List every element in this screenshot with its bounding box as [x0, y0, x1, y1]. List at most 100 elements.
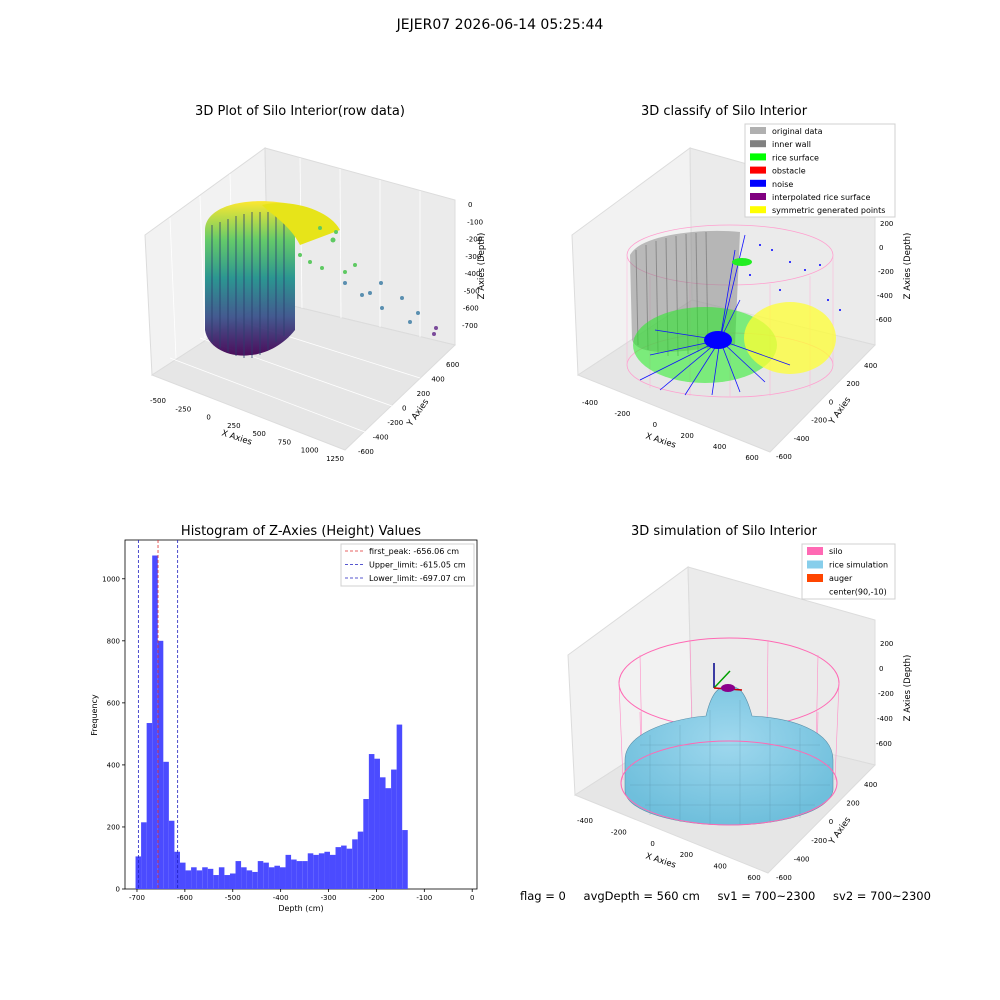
- panel2-z-tick: 0: [879, 244, 883, 252]
- panel1-title: 3D Plot of Silo Interior(row data): [195, 104, 405, 119]
- panel2-noise-scatter: [749, 244, 841, 311]
- status-sv2: sv2 = 700~2300: [833, 889, 931, 903]
- panel1-x-tick: 0: [206, 414, 210, 422]
- histogram-y-tick-label: 600: [107, 699, 120, 707]
- histogram-bar: [274, 865, 280, 889]
- histogram-bar: [363, 799, 369, 889]
- histogram-bar: [241, 867, 247, 889]
- histogram-x-tick-label: -100: [416, 894, 432, 902]
- histogram-bar: [246, 870, 253, 889]
- panel4-xlabel: X Axies: [644, 851, 677, 870]
- panel1-z-tick: -200: [466, 236, 482, 244]
- panel1-y-tick: 0: [402, 405, 406, 413]
- panel2-xlabel: X Axies: [644, 431, 677, 450]
- histogram-bar: [341, 845, 347, 889]
- panel1-x-tick: 500: [252, 430, 265, 438]
- histogram-bar: [207, 868, 214, 889]
- histogram-bar: [174, 851, 180, 889]
- panel4-legend-swatch: [807, 574, 823, 582]
- status-line: flag = 0 avgDepth = 560 cm sv1 = 700~230…: [520, 889, 931, 903]
- panel1-z-tick: -400: [465, 270, 481, 278]
- histogram-bar: [179, 862, 186, 889]
- panel2-legend-label: noise: [772, 180, 793, 189]
- panel4-rice-mesh: [630, 700, 830, 825]
- panel4-z-tick: -600: [876, 740, 892, 748]
- histogram-bar: [168, 820, 175, 889]
- panel3-xlabel: Depth (cm): [278, 904, 323, 913]
- panel4-legend-label: center(90,-10): [829, 588, 887, 597]
- histogram-y-tick-label: 400: [107, 761, 120, 769]
- histogram-legend-label: Lower_limit: -697.07 cm: [369, 574, 466, 583]
- panel4-legend-label: rice simulation: [829, 561, 888, 570]
- panel4-y-tick: 0: [829, 818, 833, 826]
- panel1-z-tick: -300: [465, 253, 481, 261]
- panel4-3d-simulation: silo rice simulation auger center(90,-10) -…: [567, 543, 913, 882]
- panel2-x-tick: 400: [713, 443, 726, 451]
- panel1-z-tick: -500: [464, 287, 480, 295]
- panel1-y-tick: 600: [446, 361, 459, 369]
- panel1-x-tick: 250: [227, 422, 240, 430]
- histogram-bar: [379, 777, 386, 889]
- histogram-bar: [374, 758, 380, 889]
- panel1-top-points: [262, 202, 340, 245]
- histogram-bar: [152, 555, 158, 889]
- histogram-bar: [296, 861, 303, 889]
- histogram-x-tick-label: -700: [129, 894, 145, 902]
- panel2-legend-label: original data: [772, 127, 823, 136]
- panel2-legend-swatch: [750, 166, 766, 174]
- panel2-x-tick: 600: [745, 454, 758, 462]
- histogram-bar: [185, 870, 192, 889]
- panel2-noise-core: [704, 331, 732, 349]
- panel1-z-tick: 0: [468, 201, 472, 209]
- panel1-y-tick: 400: [431, 376, 444, 384]
- panel2-legend-swatch: [750, 140, 766, 148]
- histogram-bar: [396, 724, 403, 889]
- panel1-y-tick: -200: [387, 419, 403, 427]
- panel4-z-tick: -400: [877, 715, 893, 723]
- panel2-legend-label: symmetric generated points: [772, 206, 885, 215]
- panel1-y-tick: 200: [417, 390, 430, 398]
- panel1-zlabel: Z Axies (Depth): [477, 233, 487, 300]
- histogram-bar: [313, 854, 319, 889]
- histogram-x-tick-label: -500: [225, 894, 241, 902]
- panel3-ylabel: Frequency: [90, 694, 99, 736]
- histogram-bar: [146, 723, 153, 889]
- panel4-axis-y-marker: [713, 670, 731, 689]
- panel1-x-tick: 1000: [301, 447, 319, 455]
- histogram-bar: [335, 847, 342, 889]
- panel4-x-tick: -200: [611, 828, 627, 836]
- histogram-bar: [191, 867, 197, 889]
- panel4-auger: [721, 684, 735, 692]
- panel3-histogram: -700 -600 -500 -400 -300 -200 -100 0 0 200 400 600…: [90, 539, 478, 913]
- panel2-legend: [744, 123, 896, 218]
- histogram-bar: [346, 848, 353, 889]
- panel2-y-tick: 400: [864, 362, 877, 370]
- histogram-legend-label: first_peak: -656.06 cm: [369, 547, 459, 556]
- histogram-y-tick-label: 800: [107, 637, 120, 645]
- histogram-bar: [252, 871, 258, 889]
- panel1-scan-lines: [211, 212, 285, 358]
- histogram-bar: [213, 875, 219, 889]
- panel4-z-tick: 200: [880, 640, 893, 648]
- panel2-legend-label: inner wall: [772, 140, 811, 149]
- histogram-bar: [402, 830, 408, 889]
- panel4-z-tick: 0: [879, 665, 883, 673]
- panel3-legend: [340, 543, 475, 587]
- panel4-zlabel: Z Axies (Depth): [903, 655, 913, 722]
- panel2-x-tick: 0: [653, 421, 657, 429]
- histogram-bar: [291, 859, 297, 889]
- histogram-bar: [218, 867, 225, 889]
- panel3-vlines: [137, 540, 179, 889]
- histogram-y-tick-label: 1000: [102, 575, 120, 583]
- panel4-y-tick: -400: [794, 855, 810, 863]
- panel2-legend-swatch: [750, 153, 766, 161]
- panel1-xlabel: X Axies: [220, 428, 253, 447]
- panel4-x-tick: -400: [577, 817, 593, 825]
- panel3-axes-frame: [124, 539, 478, 890]
- panel2-rice-top-cluster: [732, 258, 752, 266]
- panel2-y-tick: 0: [829, 398, 833, 406]
- panel1-3d-raw: -500 -250 0 250 500 750 1000 1250 -600 -400 -200 0…: [144, 147, 487, 463]
- histogram-x-tick-label: -400: [273, 894, 289, 902]
- histogram-bar: [318, 853, 325, 889]
